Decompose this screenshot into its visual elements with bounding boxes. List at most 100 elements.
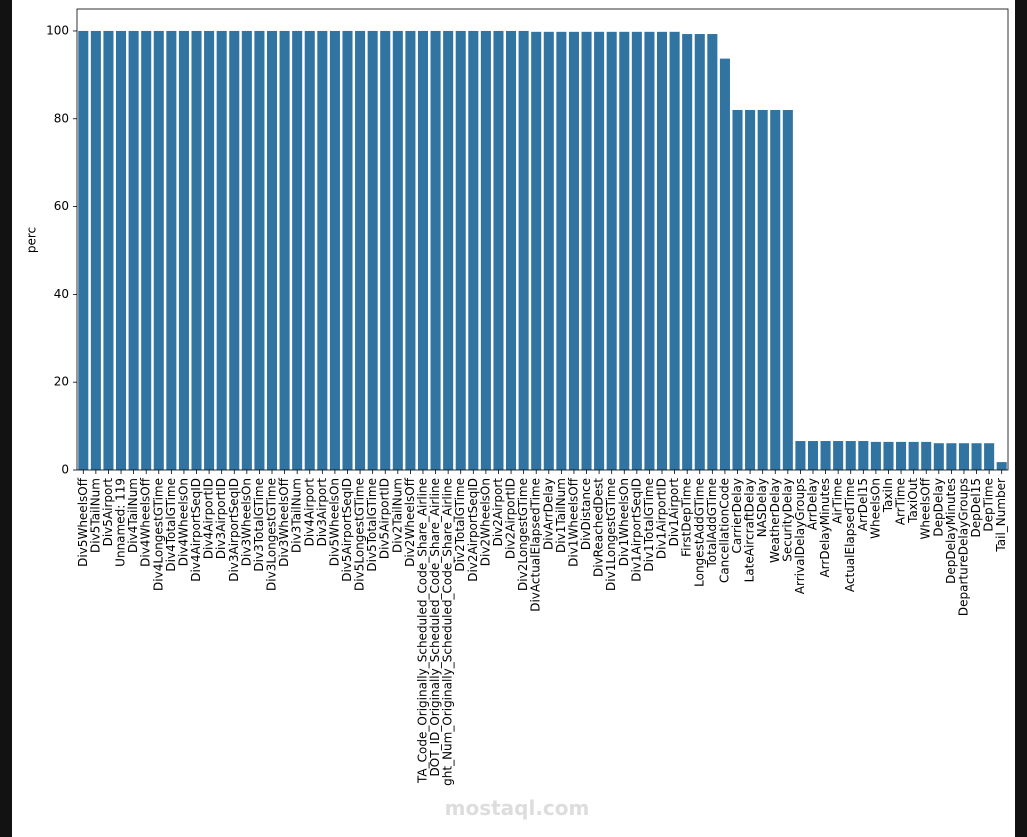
x-tick-label: DepDelay: [931, 478, 945, 537]
x-tick-label: WheelsOn: [868, 478, 882, 539]
bar: [229, 30, 240, 470]
x-tick-label: Div3AirportSeqID: [227, 478, 241, 582]
bar: [279, 30, 290, 470]
bar: [908, 441, 919, 470]
bar: [996, 462, 1007, 470]
x-tick-label: Div4TailNum: [126, 478, 140, 553]
bar: [745, 109, 756, 470]
x-tick-label: ArrDel15: [856, 478, 870, 531]
x-tick-label: DivArrDelay: [541, 478, 555, 550]
x-tick-label: Div1TailNum: [554, 478, 568, 553]
bar: [631, 31, 642, 471]
y-tick-label: 20: [54, 375, 69, 389]
bar: [795, 441, 806, 470]
x-tick-label: Div3AirportID: [214, 478, 228, 559]
bar: [820, 441, 831, 470]
x-tick-label: NASDelay: [755, 478, 769, 537]
bar: [506, 30, 517, 470]
bar: [405, 30, 416, 470]
bar: [958, 443, 969, 470]
figure-panel: perc mostaql.com Div5WheelsOff Div5TailNu…: [12, 0, 1015, 837]
bar: [191, 30, 202, 470]
bar: [141, 30, 152, 470]
x-tick-label: ght_Num_Originally_Scheduled_Code_Share_…: [441, 478, 455, 786]
bar: [719, 58, 730, 471]
bar: [656, 31, 668, 471]
bar: [543, 31, 554, 471]
y-tick-label: 60: [54, 199, 69, 213]
y-tick-label: 40: [54, 287, 69, 301]
x-tick-label: Div2Airport: [491, 478, 505, 547]
x-tick-label: Div2TotalGTime: [453, 478, 467, 572]
bar: [971, 443, 982, 470]
bar: [606, 31, 617, 471]
bar: [531, 31, 542, 471]
x-tick-label: Div4TotalGTime: [164, 478, 178, 572]
bar: [833, 441, 844, 470]
x-tick-label: Div3WheelsOff: [277, 477, 291, 567]
x-tick-label: DivDistance: [579, 478, 593, 550]
y-axis-label: perc: [25, 227, 39, 253]
bar: [669, 31, 680, 471]
x-tick-label: Div5AirportSeqID: [340, 478, 354, 582]
x-tick-label: DepartureDelayGroups: [956, 478, 970, 616]
bar: [90, 30, 101, 470]
y-tick-label: 0: [61, 463, 69, 477]
bar: [921, 441, 932, 470]
x-tick-label: SecurityDelay: [780, 478, 794, 562]
x-tick-label: Tail_Number: [994, 478, 1008, 553]
x-tick-label: ArrDelay: [805, 478, 819, 530]
x-tick-label: TotalAddGTime: [705, 478, 719, 569]
bar: [896, 441, 907, 470]
x-tick-label: ActualElapsedTime: [843, 478, 857, 592]
bar: [367, 30, 378, 470]
bar: [304, 30, 315, 470]
x-tick-label: AirTime: [831, 478, 845, 524]
x-tick-label: Div5Airport: [101, 478, 115, 547]
x-tick-label: ArrTime: [894, 478, 908, 525]
x-tick-label: Div2WheelsOff: [403, 477, 417, 567]
bar: [845, 441, 856, 470]
bar: [707, 34, 718, 470]
bar: [342, 30, 353, 470]
bar: [594, 31, 605, 471]
x-tick-label: LateAircraftDelay: [743, 478, 757, 582]
bar: [682, 34, 693, 470]
x-tick-label: TA_Code_Originally_Scheduled_Code_Share_…: [415, 478, 429, 784]
bar: [858, 441, 869, 470]
x-tick-label: DivActualElapsedTime: [529, 478, 543, 612]
x-tick-label: DepTime: [982, 478, 996, 532]
bar: [984, 443, 995, 470]
bar: [317, 30, 328, 470]
x-tick-label: Div3WheelsOn: [239, 478, 253, 566]
x-tick-label: Div2LongestGTime: [516, 478, 530, 591]
bar: [292, 30, 303, 470]
bar: [380, 30, 391, 470]
x-tick-label: Div1LongestGTime: [604, 478, 618, 591]
x-tick-label: Div4Airport: [302, 478, 316, 547]
x-tick-label: Div4AirportSeqID: [189, 478, 203, 582]
y-tick-label: 80: [54, 111, 69, 125]
x-tick-label: WheelsOff: [919, 477, 933, 539]
x-tick-label: Div2TailNum: [390, 478, 404, 553]
bar: [518, 30, 529, 470]
x-tick-label: Div3TailNum: [290, 478, 304, 553]
bar: [480, 30, 491, 470]
bar: [128, 30, 139, 470]
x-tick-label: FirstDepTime: [680, 478, 694, 557]
x-tick-label: Div1TotalGTime: [642, 478, 656, 572]
x-tick-label: LongestAddGTime: [692, 478, 706, 587]
bar: [254, 30, 265, 470]
bar: [241, 30, 252, 470]
bar: [355, 30, 366, 470]
x-tick-label: Div2AirportID: [504, 478, 518, 559]
bar: [568, 31, 579, 471]
x-tick-label: DepDel15: [969, 478, 983, 537]
x-tick-label: Div1WheelsOn: [617, 478, 631, 566]
x-tick-label: Div4AirportID: [202, 478, 216, 559]
watermark: mostaql.com: [445, 796, 590, 820]
x-tick-label: Div5AirportID: [378, 478, 392, 559]
bar: [732, 109, 743, 470]
x-tick-label: DepDelayMinutes: [944, 478, 958, 584]
